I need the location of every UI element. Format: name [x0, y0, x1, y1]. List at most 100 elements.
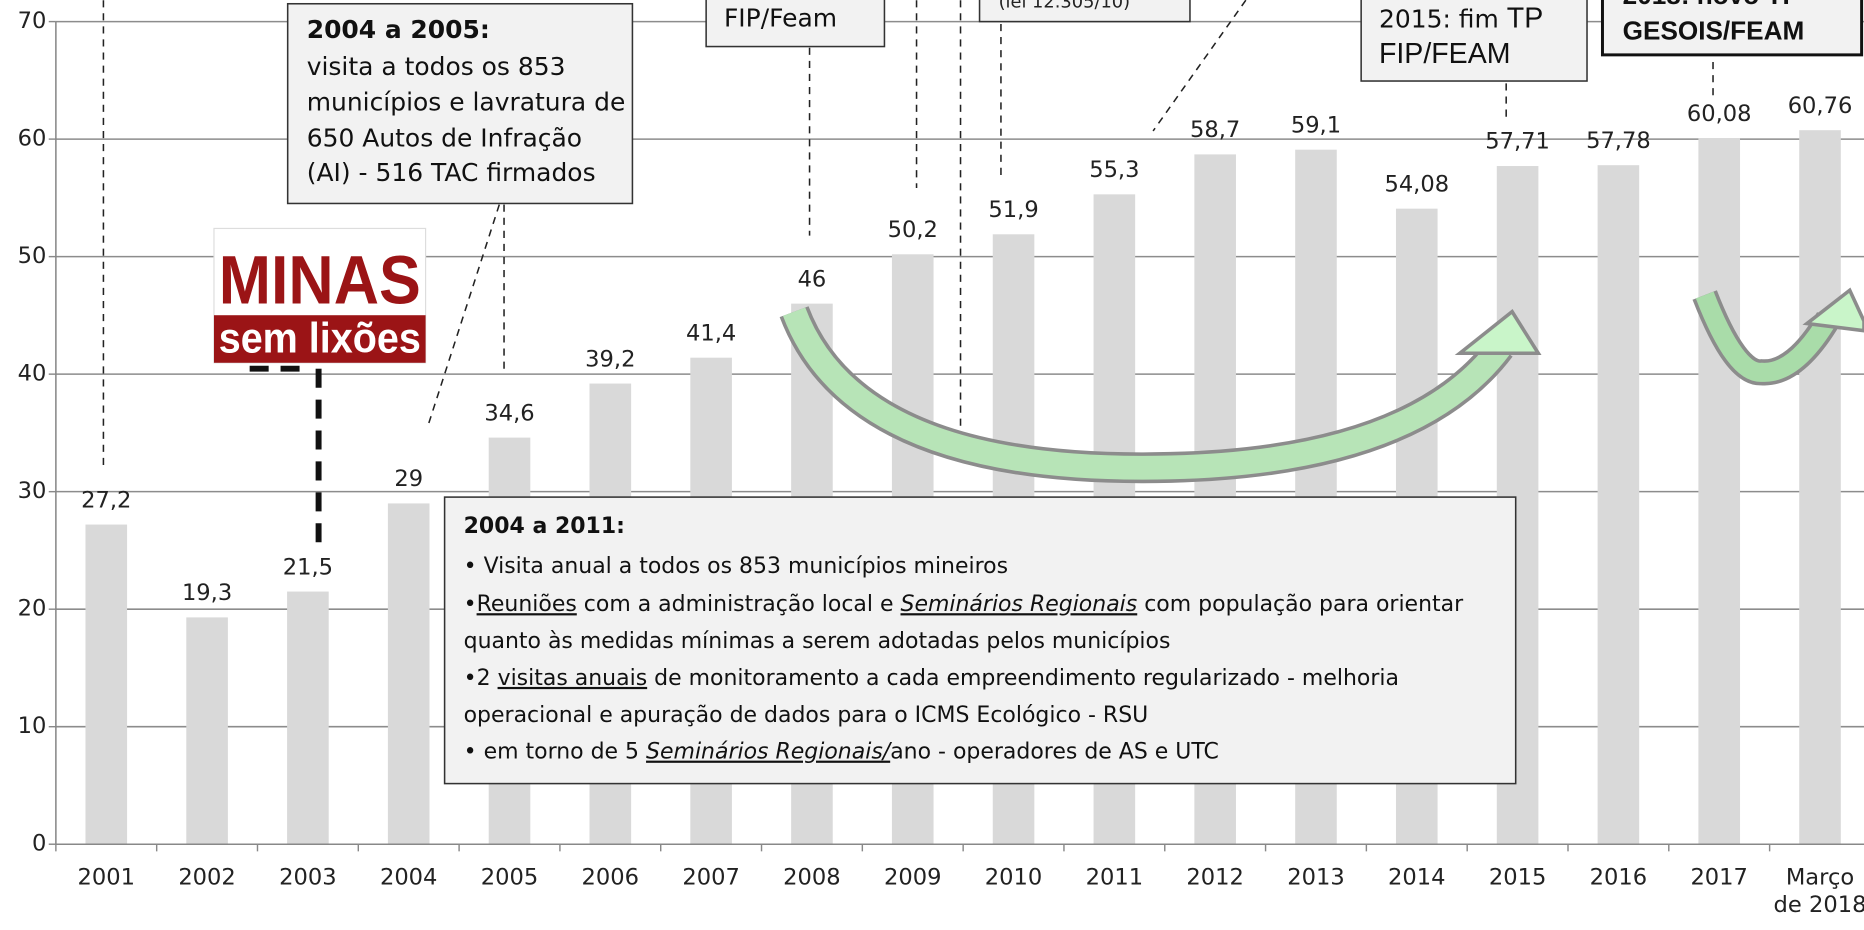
annotation-line: operacional e apuração de dados para o I…	[464, 703, 1149, 728]
y-tick-label: 50	[18, 243, 47, 269]
annotation-line: municípios e lavratura de	[307, 88, 626, 117]
x-tick-label-box: 2013	[1268, 864, 1363, 930]
annotation-part: ano - operadores de AS e UTC	[890, 740, 1219, 765]
x-tick-label-box: 2015	[1470, 864, 1565, 930]
value-label: 19,3	[182, 580, 232, 606]
x-tick-label: 2013	[1268, 864, 1363, 891]
bar	[1598, 165, 1640, 844]
value-label: 60,76	[1788, 93, 1853, 119]
x-tick-label-box: 2001	[59, 864, 154, 930]
annotation-line: •2 visitas anuais de monitoramento a cad…	[464, 666, 1399, 691]
annotation-box: 2004 a 2005: visita a todos os 853 munic…	[288, 4, 633, 204]
annotation-line: •Reuniões com a administração local e Se…	[464, 592, 1464, 617]
x-tick-label: 2005	[462, 864, 557, 891]
annotation-part: TP	[1507, 3, 1543, 35]
y-tick-label: 0	[32, 831, 46, 857]
value-label: 57,71	[1485, 129, 1550, 155]
x-tick-label-box: 2003	[260, 864, 355, 930]
annotation-part: visitas anuais	[498, 666, 648, 691]
bar	[85, 525, 127, 845]
x-tick-label-box: 2016	[1571, 864, 1666, 930]
bar	[287, 592, 329, 845]
x-tick-label-box: 2005	[462, 864, 557, 930]
x-tick-label: 2001	[59, 864, 154, 891]
y-tick-label: 20	[18, 596, 47, 622]
annotation-part: com população para orientar	[1137, 592, 1464, 617]
value-label: 58,7	[1190, 117, 1240, 143]
y-tick-label: 70	[18, 8, 47, 34]
annotation-box: 2018: novo TP GESOIS/FEAM	[1602, 0, 1861, 55]
logo-top: MINAS	[219, 242, 421, 319]
value-label: 21,5	[283, 554, 333, 580]
annotation-text: FIP/Feam	[724, 3, 837, 32]
annotation-part: Seminários Regionais/	[646, 740, 893, 765]
y-tick-label: 60	[18, 126, 47, 152]
annotation-line: 650 Autos de Infração	[307, 123, 582, 152]
value-label: 51,9	[988, 197, 1038, 223]
x-tick-label-box: 2007	[664, 864, 759, 930]
x-tick-label-box: 2011	[1067, 864, 1162, 930]
annotation-title: 2004 a 2011:	[464, 514, 625, 539]
x-tick-label: 2007	[664, 864, 759, 891]
x-tick-label-box: 2004	[361, 864, 456, 930]
x-tick-label: 2010	[966, 864, 1061, 891]
logo-bottom: sem lixões	[219, 315, 421, 363]
y-tick-label: 30	[18, 478, 47, 504]
logo: MINAS sem lixões	[214, 228, 426, 362]
x-tick-label-box: 2009	[865, 864, 960, 930]
x-tick-label-box: 2014	[1369, 864, 1464, 930]
annotation-box: 2015: fim TP FIP/FEAM	[1361, 0, 1587, 81]
x-tick-label: 2008	[764, 864, 859, 891]
value-label: 57,78	[1586, 128, 1651, 154]
bar	[388, 503, 430, 844]
annotation-text: FIP/FEAM	[1379, 38, 1511, 70]
value-label: 50,2	[888, 217, 938, 243]
x-tick-label: 2014	[1369, 864, 1464, 891]
bar	[186, 617, 228, 844]
x-tick-label: Março de 2018	[1772, 864, 1864, 919]
x-tick-label-box: 2012	[1168, 864, 1263, 930]
annotation-part: •2	[464, 666, 498, 691]
value-label: 55,3	[1089, 157, 1139, 183]
x-tick-label: 2009	[865, 864, 960, 891]
value-label: 27,2	[81, 487, 131, 513]
annotation-line: quanto às medidas mínimas a serem adotad…	[464, 629, 1171, 654]
x-tick-label: 2017	[1672, 864, 1767, 891]
value-label: 59,1	[1291, 112, 1341, 138]
x-tick-label: 2015	[1470, 864, 1565, 891]
annotation-part: com a administração local e	[577, 592, 901, 617]
annotation-box: FIP/Feam	[706, 0, 884, 47]
bar	[1799, 130, 1841, 844]
value-label: 54,08	[1384, 171, 1449, 197]
value-label: 39,2	[585, 346, 635, 372]
x-tick-label: 2004	[361, 864, 456, 891]
annotation-part: Reuniões	[477, 592, 577, 617]
x-tick-label-box: 2008	[764, 864, 859, 930]
annotation-line: (AI) - 516 TAC firmados	[307, 158, 596, 187]
annotation-part: Seminários Regionais	[901, 592, 1138, 617]
x-tick-label: 2012	[1168, 864, 1263, 891]
y-tick-label: 10	[18, 713, 47, 739]
annotation-text: (lei 12.305/10)	[999, 0, 1131, 12]
x-tick-label-box: 2010	[966, 864, 1061, 930]
annotation-title: 2004 a 2005:	[307, 15, 490, 44]
annotation-line: visita a todos os 853	[307, 52, 566, 81]
annotation-text: 2015: fim TP	[1379, 3, 1543, 35]
x-tick-label-box: 2017	[1672, 864, 1767, 930]
x-tick-label: 2003	[260, 864, 355, 891]
annotation-part: 2015: fim	[1379, 5, 1499, 34]
annotation-line: • em torno de 5 Seminários Regionais/ano…	[464, 740, 1219, 765]
x-tick-label-box: Março de 2018	[1772, 864, 1864, 930]
value-label: 60,08	[1687, 101, 1752, 127]
annotation-part: • em torno de 5	[464, 740, 646, 765]
chart: MINAS sem lixões 2004 a 2005: visita a t…	[0, 0, 1864, 930]
annotation-text: 2018: novo TP	[1623, 0, 1800, 10]
y-tick-label: 40	[18, 361, 47, 387]
x-tick-label: 2011	[1067, 864, 1162, 891]
annotation-box: 2004 a 2011: • Visita anual a todos os 8…	[445, 497, 1516, 783]
value-label: 41,4	[686, 320, 736, 346]
x-tick-label-box: 2006	[563, 864, 658, 930]
value-label: 46	[798, 266, 827, 292]
x-tick-label: 2016	[1571, 864, 1666, 891]
x-tick-label: 2006	[563, 864, 658, 891]
